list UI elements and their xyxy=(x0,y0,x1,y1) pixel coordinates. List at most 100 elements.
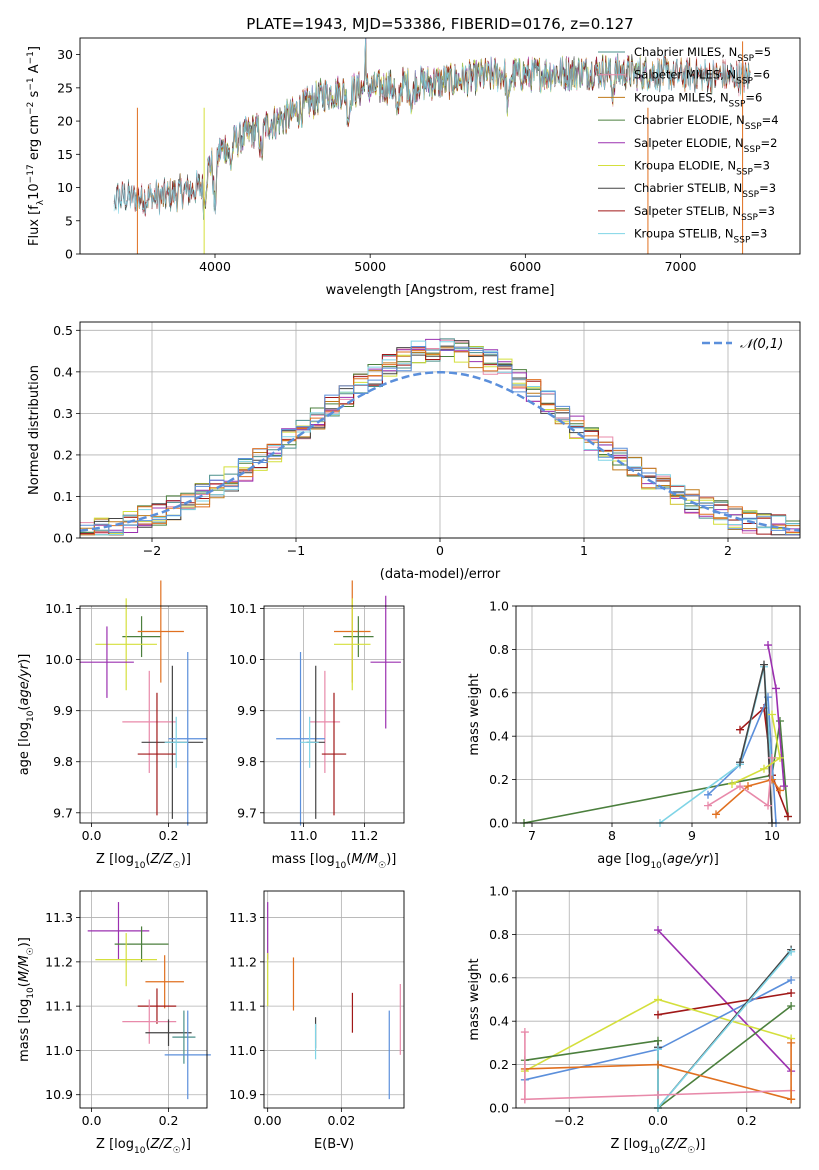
figure-title: PLATE=1943, MJD=53386, FIBERID=0176, z=0… xyxy=(246,15,633,33)
y-tick-label: 10.1 xyxy=(229,601,257,616)
y-tick-label: 10.9 xyxy=(229,1087,257,1102)
x-tick-label: 0.0 xyxy=(82,1113,102,1128)
x-axis-label: E(B-V) xyxy=(314,1137,354,1152)
y-tick-label: 9.7 xyxy=(53,805,73,820)
legend-label: Chabrier MILES, NSSP=5 xyxy=(634,45,771,64)
y-tick-label: 0.1 xyxy=(53,489,73,504)
y-tick-label: 0.4 xyxy=(489,1014,509,1029)
x-tick-label: 0.2 xyxy=(737,1113,757,1128)
legend-label: Kroupa ELODIE, NSSP=3 xyxy=(634,159,770,178)
weight-marker xyxy=(654,1010,662,1019)
y-tick-label: 1.0 xyxy=(489,599,509,614)
panel-age-vs-Z: 0.0 0.2 9.7 9.8 9.9 10.0 10.1 Z [log10(Z/Z☉)] ag… xyxy=(17,580,208,871)
weight-marker xyxy=(776,717,784,726)
x-tick-label: −1 xyxy=(287,543,305,558)
weight-series-line xyxy=(739,664,773,824)
x-axis-label: Z [log10(Z/Z☉)] xyxy=(96,1137,191,1156)
y-tick-label: 10.9 xyxy=(45,1087,73,1102)
weight-marker xyxy=(654,1060,662,1069)
weight-marker xyxy=(784,812,792,821)
y-tick-label: 11.0 xyxy=(45,1043,73,1058)
weight-series-line xyxy=(657,951,792,1111)
legend-label: Salpeter ELODIE, NSSP=2 xyxy=(634,136,777,155)
x-tick-label: 8 xyxy=(608,828,616,843)
weight-marker xyxy=(704,801,712,810)
weight-marker xyxy=(768,753,776,762)
y-tick-label: 11.2 xyxy=(45,954,73,969)
panel-weight-vs-Z: −0.2 0.0 0.2 0.0 0.2 0.4 0.6 0.8 1.0 Z [log10(Z/Z… xyxy=(467,884,801,1156)
legend-label: Chabrier ELODIE, NSSP=4 xyxy=(634,113,779,132)
weight-series-line xyxy=(715,778,781,815)
weight-marker xyxy=(712,810,720,819)
y-tick-label: 0.4 xyxy=(489,729,509,744)
panel-residuals: −2 −1 0 1 2 0.0 0.1 0.2 0.3 0.4 0.5 𝒩(0,1) (data-mod… xyxy=(27,321,801,582)
weight-marker xyxy=(787,947,796,956)
weight-marker xyxy=(780,782,788,791)
y-tick-label: 0.8 xyxy=(489,642,509,657)
weight-marker xyxy=(760,660,768,669)
y-axis-label: mass weight xyxy=(467,958,482,1040)
x-tick-label: 0.2 xyxy=(159,828,179,843)
weight-marker xyxy=(654,1045,662,1054)
weight-marker xyxy=(787,1095,796,1104)
weight-marker xyxy=(764,641,772,650)
axes-frame xyxy=(79,890,208,1109)
y-tick-label: 0.0 xyxy=(489,816,509,831)
y-axis-label: Normed distribution xyxy=(27,365,42,495)
y-tick-label: 15 xyxy=(57,147,73,162)
weight-marker xyxy=(736,782,744,791)
x-tick-label: 6000 xyxy=(509,259,541,274)
weight-marker xyxy=(704,790,712,799)
histogram-series xyxy=(80,346,800,536)
y-tick-label: 1.0 xyxy=(489,884,509,899)
axes-frame xyxy=(515,605,801,824)
x-tick-label: 7 xyxy=(528,828,536,843)
weight-marker xyxy=(520,1095,529,1104)
weight-series-line xyxy=(657,992,792,1016)
y-tick-label: 11.3 xyxy=(45,910,73,925)
x-tick-label: 0 xyxy=(436,543,444,558)
x-axis-label: Z [log10(Z/Z☉)] xyxy=(96,852,191,871)
panel-spectrum: 4000 5000 6000 7000 0 5 10 15 20 25 30 Chabrier MIL… xyxy=(26,37,801,298)
x-axis-label: (data-model)/error xyxy=(380,567,501,582)
weight-marker xyxy=(520,1028,529,1037)
y-tick-label: 0.2 xyxy=(489,772,509,787)
spectrum-lines xyxy=(113,38,751,254)
axes-frame xyxy=(263,890,405,1109)
y-axis-label: mass [log10(M/M☉)] xyxy=(17,937,36,1062)
weight-marker xyxy=(736,758,744,767)
weight-marker xyxy=(654,1090,662,1099)
weight-marker xyxy=(760,764,768,773)
x-tick-label: 11.2 xyxy=(351,828,379,843)
x-tick-label: 7000 xyxy=(665,259,697,274)
y-tick-label: 10.0 xyxy=(229,652,257,667)
y-tick-label: 25 xyxy=(57,80,73,95)
weight-marker xyxy=(654,926,662,935)
y-tick-label: 0.0 xyxy=(53,531,73,546)
legend-label: Kroupa MILES, NSSP=6 xyxy=(634,90,762,109)
y-tick-label: 0.2 xyxy=(53,447,73,462)
x-tick-label: 11.0 xyxy=(290,828,318,843)
y-tick-label: 11.3 xyxy=(229,910,257,925)
panel-mass-vs-ebv: 0.00 0.02 10.9 11.0 11.1 11.2 11.3 E(B-V) xyxy=(229,890,405,1152)
y-tick-label: 0.4 xyxy=(53,364,73,379)
spectrum-series-line xyxy=(113,38,751,220)
x-tick-label: 10 xyxy=(764,828,780,843)
weight-series-line xyxy=(523,720,789,824)
x-tick-label: 9 xyxy=(688,828,696,843)
y-tick-label: 0.8 xyxy=(489,927,509,942)
legend-label: Kroupa STELIB, NSSP=3 xyxy=(634,227,767,246)
weight-marker xyxy=(787,988,796,997)
weight-marker xyxy=(736,725,744,734)
y-tick-label: 9.7 xyxy=(237,805,257,820)
y-tick-label: 9.8 xyxy=(237,754,257,769)
weight-marker xyxy=(764,801,772,810)
x-axis-label: wavelength [Angstrom, rest frame] xyxy=(326,283,555,298)
panel-weight-vs-age: 7 8 9 10 0.0 0.2 0.4 0.6 0.8 1.0 age [log10(age/yr… xyxy=(467,599,801,871)
x-tick-label: 1 xyxy=(580,543,588,558)
legend-label: Salpeter MILES, NSSP=6 xyxy=(634,68,770,87)
y-tick-label: 0.3 xyxy=(53,406,73,421)
x-tick-label: 0.2 xyxy=(159,1113,179,1128)
x-tick-label: 5000 xyxy=(354,259,386,274)
legend-label: Chabrier STELIB, NSSP=3 xyxy=(634,181,776,200)
